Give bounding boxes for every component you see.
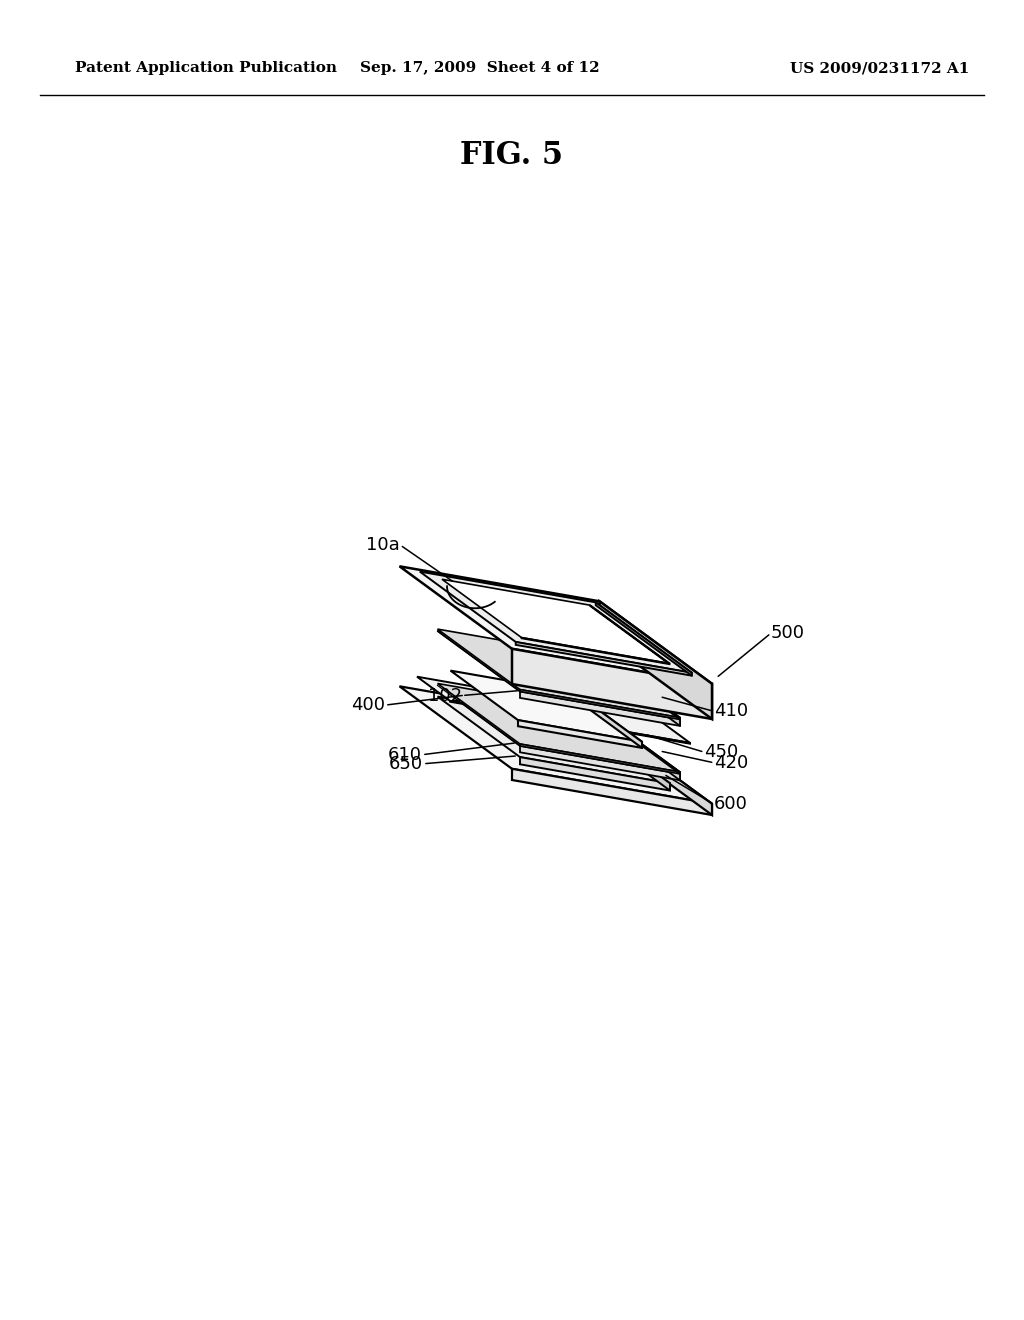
Polygon shape [437, 631, 680, 719]
Polygon shape [520, 744, 680, 774]
Polygon shape [599, 721, 712, 814]
Polygon shape [599, 602, 712, 719]
Polygon shape [516, 642, 692, 676]
Polygon shape [518, 721, 642, 748]
Polygon shape [597, 657, 680, 719]
Polygon shape [437, 630, 680, 718]
Polygon shape [520, 758, 670, 791]
Text: FIG. 5: FIG. 5 [461, 140, 563, 170]
Polygon shape [574, 692, 642, 748]
Text: US 2009/0231172 A1: US 2009/0231172 A1 [791, 61, 970, 75]
Polygon shape [597, 659, 680, 726]
Polygon shape [520, 692, 680, 726]
Polygon shape [520, 746, 680, 780]
Text: 102: 102 [428, 686, 462, 705]
Polygon shape [437, 697, 670, 783]
Polygon shape [512, 768, 712, 814]
Polygon shape [399, 686, 712, 804]
Text: 650: 650 [389, 755, 423, 772]
Polygon shape [442, 579, 670, 664]
Polygon shape [450, 701, 690, 743]
Polygon shape [399, 566, 712, 684]
Polygon shape [521, 638, 670, 664]
Polygon shape [437, 684, 680, 772]
Text: 10a: 10a [367, 536, 400, 554]
Polygon shape [596, 602, 692, 676]
Text: Patent Application Publication: Patent Application Publication [75, 61, 337, 75]
Text: 450: 450 [705, 743, 738, 762]
Polygon shape [597, 713, 680, 780]
Text: 400: 400 [351, 696, 385, 714]
Text: 600: 600 [714, 795, 748, 813]
Text: 420: 420 [715, 754, 749, 772]
Polygon shape [512, 649, 712, 719]
Polygon shape [420, 572, 692, 673]
Text: 500: 500 [771, 624, 805, 642]
Polygon shape [437, 685, 680, 774]
Polygon shape [597, 711, 680, 774]
Polygon shape [520, 689, 680, 719]
Polygon shape [590, 605, 670, 664]
Text: Sep. 17, 2009  Sheet 4 of 12: Sep. 17, 2009 Sheet 4 of 12 [360, 61, 600, 75]
Polygon shape [588, 723, 670, 791]
Text: 410: 410 [715, 702, 749, 721]
Polygon shape [451, 671, 642, 742]
Text: 610: 610 [388, 746, 422, 764]
Polygon shape [417, 677, 690, 743]
